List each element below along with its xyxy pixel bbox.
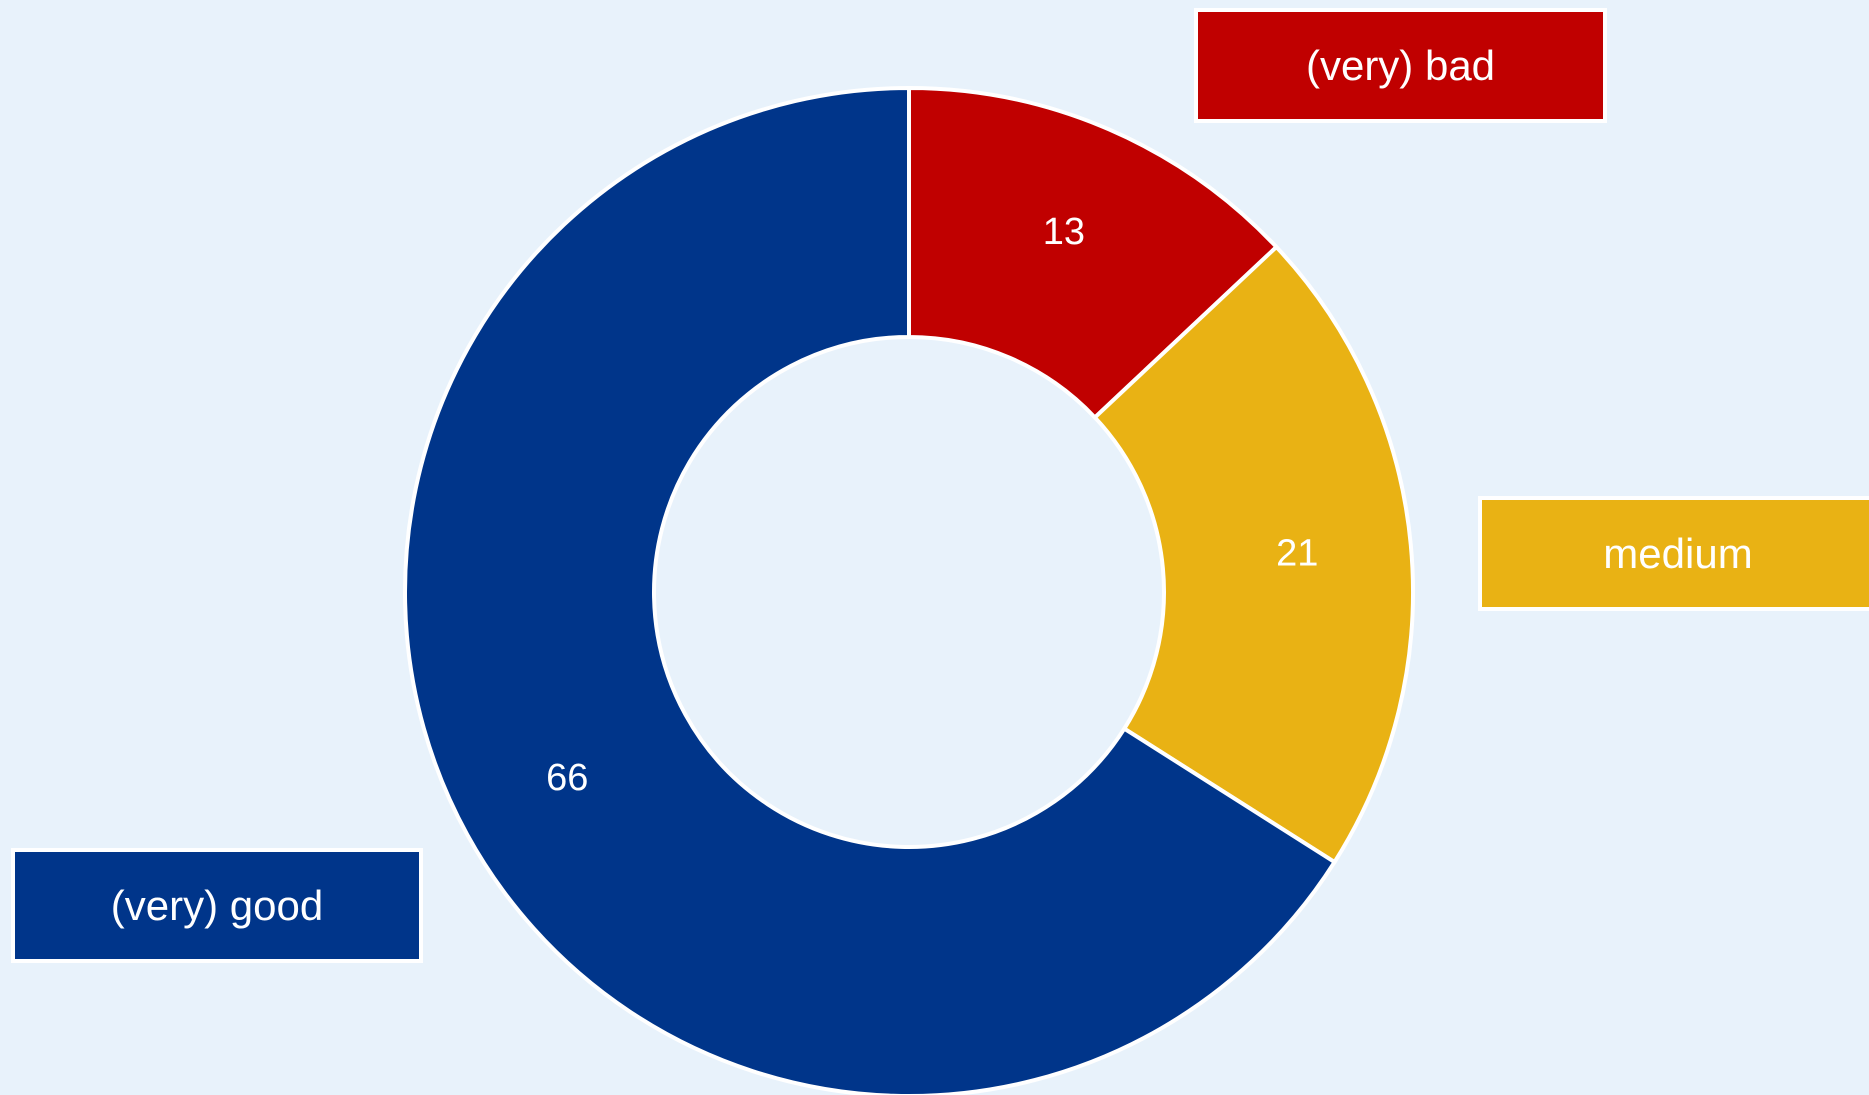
legend-label-very-good: (very) good — [110, 881, 324, 929]
donut-value-labels: 13 21 66 — [546, 211, 1318, 799]
legend-label-very-bad: (very) bad — [1305, 41, 1496, 89]
legend-box-very-bad: (very) bad — [1194, 8, 1607, 123]
donut-slice-medium — [1092, 244, 1415, 865]
slice-value-label-very-bad: 13 — [1043, 211, 1085, 253]
legend-box-medium: medium — [1478, 496, 1869, 611]
donut-slice-very-bad — [907, 85, 1280, 421]
legend-label-medium: medium — [1603, 529, 1753, 577]
legend-box-very-good: (very) good — [11, 848, 423, 963]
slice-value-label-medium: 21 — [1276, 532, 1318, 574]
slice-value-label-very-good: 66 — [546, 757, 588, 799]
donut-slices — [403, 85, 1415, 1095]
donut-slice-very-good — [403, 85, 1338, 1095]
